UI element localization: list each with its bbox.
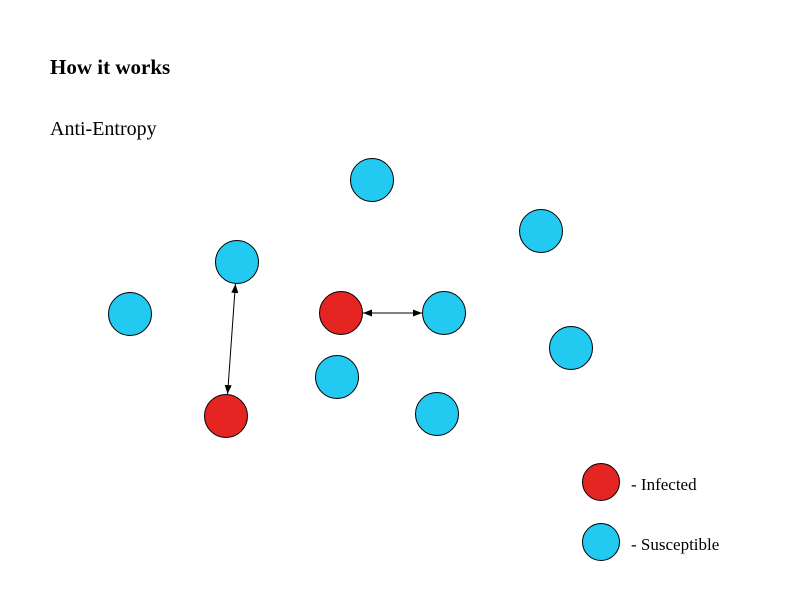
node-n3 [215,240,259,284]
node-n5 [319,291,363,335]
legend-label-0: - Infected [631,475,697,495]
page-subtitle: Anti-Entropy [50,118,157,141]
node-n8 [315,355,359,399]
node-n6 [422,291,466,335]
node-n7 [549,326,593,370]
node-n4 [108,292,152,336]
legend-swatch-1 [582,523,620,561]
legend-label-1: - Susceptible [631,535,719,555]
legend-swatch-0 [582,463,620,501]
node-n10 [204,394,248,438]
page-title: How it works [50,55,170,80]
diagram-stage: How it works Anti-Entropy - Infected - Su… [0,0,794,595]
node-n1 [350,158,394,202]
node-n2 [519,209,563,253]
node-n9 [415,392,459,436]
